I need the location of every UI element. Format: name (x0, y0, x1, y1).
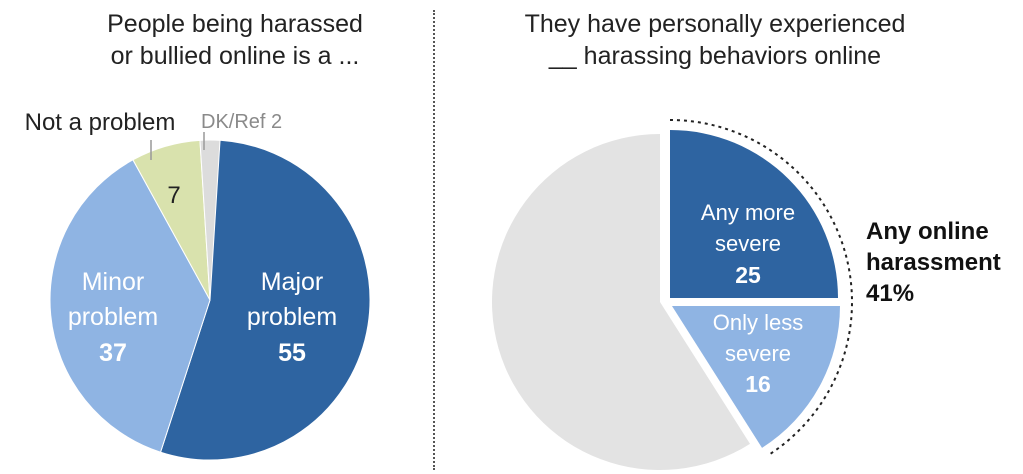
pie-slice-right-0 (670, 130, 838, 298)
slice-label-major-2: problem (247, 303, 337, 331)
chart-divider (433, 10, 435, 470)
slice-value-more-severe: 25 (735, 262, 761, 288)
pie-slice-right-2 (492, 134, 751, 470)
slice-label-minor: Minor (82, 268, 145, 296)
slice-label-dk-ref: DK/Ref 2 (201, 111, 282, 133)
slice-label-less-severe: Only less (713, 310, 803, 335)
right-chart-title: They have personally experienced __ hara… (524, 10, 906, 70)
slice-label-less-severe-2: severe (725, 341, 791, 366)
slice-label-major: Major (261, 268, 324, 296)
slice-value-less-severe: 16 (745, 371, 771, 397)
slice-value-major: 55 (278, 339, 306, 367)
slice-value-not-a-problem: 7 (167, 182, 180, 209)
left-chart-title: People being harassed or bullied online … (107, 10, 363, 70)
slice-label-more-severe-2: severe (715, 231, 781, 256)
slice-label-minor-2: problem (68, 303, 158, 331)
harassment-bracket (669, 119, 853, 457)
pie-slice-1 (49, 159, 211, 453)
slice-value-minor: 37 (99, 339, 127, 367)
slice-label-more-severe: Any more (701, 200, 795, 225)
slice-label-not-a-problem: Not a problem (25, 109, 176, 136)
pie-slice-3 (199, 139, 221, 301)
total-harassment-label: Any online harassment 41% (866, 218, 1001, 307)
pie-slice-right-1 (672, 306, 840, 448)
